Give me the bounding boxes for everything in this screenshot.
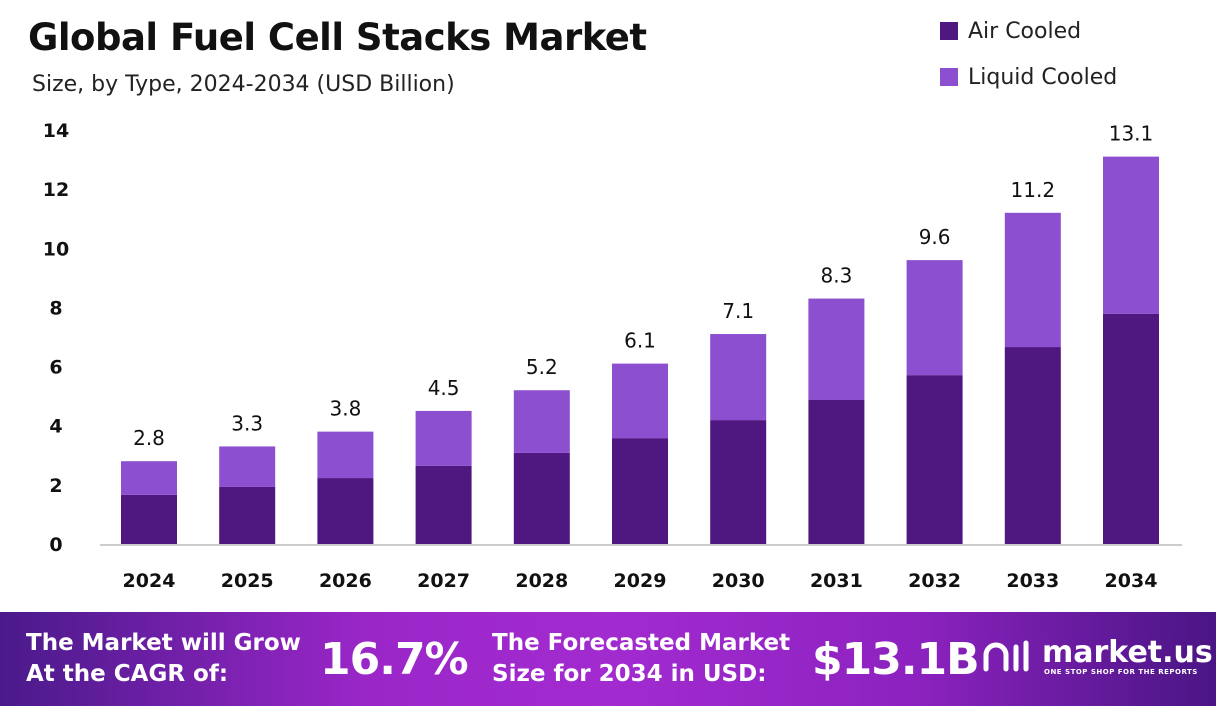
- data-label: 3.8: [329, 397, 361, 421]
- bar-liquid-cooled: [612, 363, 668, 439]
- chart-subtitle: Size, by Type, 2024-2034 (USD Billion): [32, 72, 455, 97]
- x-tick-label: 2027: [417, 570, 470, 592]
- bar-liquid-cooled: [415, 410, 472, 466]
- x-tick-label: 2028: [515, 570, 568, 592]
- logo-tagline: ONE STOP SHOP FOR THE REPORTS: [1044, 668, 1198, 676]
- y-tick-label: 2: [49, 475, 62, 497]
- bar-liquid-cooled: [1004, 212, 1061, 348]
- bar-air-cooled: [808, 399, 865, 544]
- legend: Air Cooled Liquid Cooled: [940, 8, 1117, 100]
- data-label: 7.1: [722, 299, 754, 323]
- cagr-label-line: At the CAGR of:: [26, 661, 229, 687]
- bar-air-cooled: [906, 375, 963, 544]
- x-tick-label: 2029: [614, 570, 667, 592]
- y-tick-label: 12: [43, 179, 69, 201]
- forecast-label-line: The Forecasted Market: [492, 630, 791, 656]
- data-label: 13.1: [1109, 122, 1154, 146]
- legend-swatch: [940, 68, 958, 86]
- legend-item-liquid-cooled: Liquid Cooled: [940, 54, 1117, 100]
- bar-liquid-cooled: [219, 446, 276, 487]
- bar-liquid-cooled: [1103, 156, 1159, 314]
- cagr-label: The Market will Grow At the CAGR of:: [26, 628, 301, 690]
- x-tick-label: 2031: [810, 570, 863, 592]
- bar-liquid-cooled: [513, 390, 570, 453]
- legend-swatch: [940, 22, 958, 40]
- data-label: 9.6: [919, 225, 951, 249]
- logo-icon: [983, 640, 1029, 672]
- bar-air-cooled: [710, 420, 767, 544]
- bar-air-cooled: [317, 478, 374, 544]
- bar-air-cooled: [513, 452, 570, 544]
- data-label: 11.2: [1011, 178, 1056, 202]
- legend-label: Liquid Cooled: [968, 64, 1118, 90]
- bar-air-cooled: [219, 486, 276, 544]
- bar-chart: 0 2 4 6 8 10 12 14 2.8 2024 3.3 2025 3.8 2026 4.5 2027 5…: [43, 120, 1182, 592]
- chart-title: Global Fuel Cell Stacks Market: [28, 16, 647, 59]
- bar-liquid-cooled: [317, 431, 374, 479]
- bar-air-cooled: [1004, 347, 1061, 544]
- forecast-label-line: Size for 2034 in USD:: [492, 661, 767, 687]
- bar-air-cooled: [121, 494, 177, 544]
- data-label: 3.3: [231, 411, 263, 435]
- forecast-value: $13.1B: [812, 634, 980, 685]
- bar-air-cooled: [415, 465, 472, 544]
- x-tick-label: 2032: [908, 570, 961, 592]
- logo-name: market.us: [1042, 635, 1213, 670]
- y-tick-label: 8: [49, 297, 62, 319]
- data-label: 5.2: [526, 355, 558, 379]
- y-tick-label: 14: [43, 120, 69, 142]
- bar-liquid-cooled: [121, 461, 177, 495]
- data-label: 2.8: [133, 426, 165, 450]
- market-us-logo: market.us ONE STOP SHOP FOR THE REPORTS: [982, 638, 1213, 676]
- y-tick-label: 4: [49, 416, 62, 438]
- y-tick-label: 10: [43, 238, 69, 260]
- data-label: 4.5: [428, 376, 460, 400]
- x-tick-label: 2025: [221, 570, 274, 592]
- cagr-label-line: The Market will Grow: [26, 630, 301, 656]
- bar-liquid-cooled: [710, 334, 767, 421]
- x-tick-label: 2026: [319, 570, 372, 592]
- bar-air-cooled: [612, 438, 668, 544]
- y-tick-label: 6: [49, 357, 62, 379]
- footer-banner: The Market will Grow At the CAGR of: 16.…: [0, 612, 1216, 706]
- x-tick-label: 2030: [712, 570, 765, 592]
- x-tick-label: 2024: [123, 570, 176, 592]
- bar-liquid-cooled: [906, 260, 963, 376]
- bar-air-cooled: [1103, 313, 1159, 544]
- cagr-value: 16.7%: [320, 634, 469, 685]
- y-tick-label: 0: [49, 534, 62, 556]
- bar-liquid-cooled: [808, 298, 865, 400]
- forecast-label: The Forecasted Market Size for 2034 in U…: [492, 628, 790, 690]
- data-label: 8.3: [820, 264, 852, 288]
- x-tick-label: 2034: [1105, 570, 1158, 592]
- legend-item-air-cooled: Air Cooled: [940, 8, 1117, 54]
- data-label: 6.1: [624, 329, 656, 353]
- x-tick-label: 2033: [1006, 570, 1059, 592]
- legend-label: Air Cooled: [968, 18, 1082, 44]
